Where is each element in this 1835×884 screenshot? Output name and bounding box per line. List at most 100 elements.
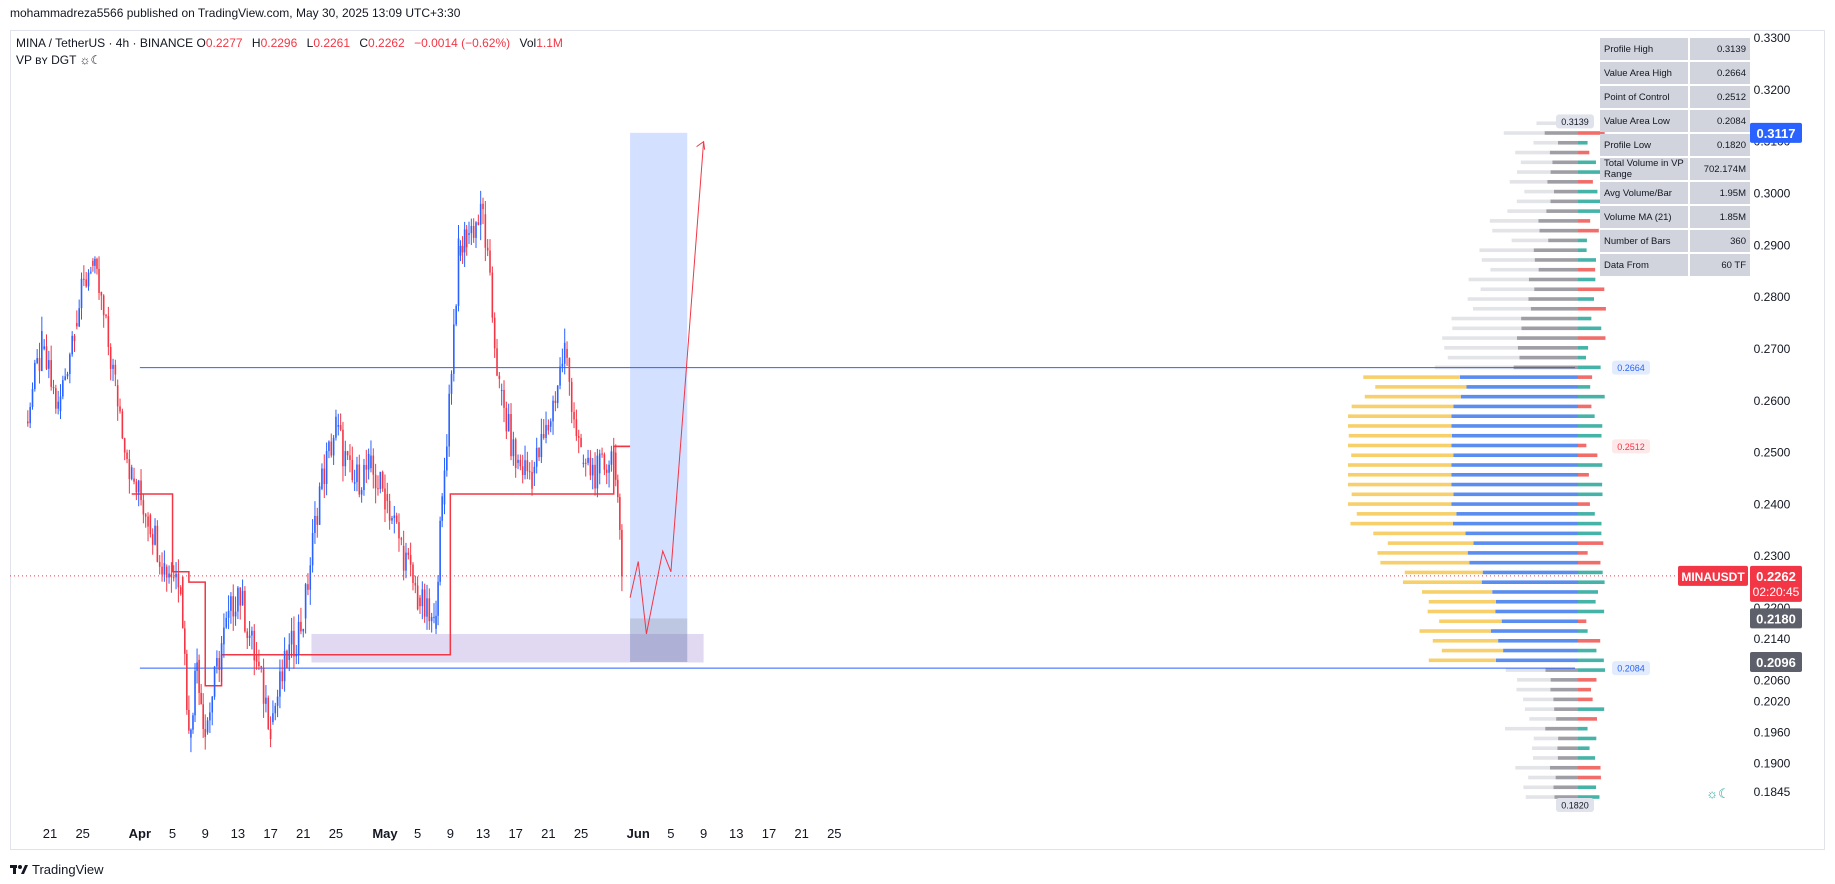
profile-delta-bar (1578, 512, 1595, 516)
y-axis-tick: 0.1845 (1754, 785, 1791, 799)
candle-body (244, 590, 246, 632)
candle-body (351, 459, 354, 481)
candle-body (69, 354, 71, 375)
candle-body (181, 576, 184, 629)
tradingview-brand-text: TradingView (32, 862, 104, 877)
profile-delta-bar (1578, 687, 1592, 692)
candle-body (400, 538, 403, 540)
candle-body (482, 203, 484, 210)
candle-body (78, 308, 80, 327)
stats-row: Profile High 0.3139 (1600, 38, 1750, 60)
profile-bar-buy (1533, 248, 1578, 252)
candle-body (479, 203, 482, 225)
profile-delta-bar (1578, 785, 1597, 790)
candle-body (140, 480, 142, 501)
candle-body (71, 335, 73, 355)
profile-low-label: 0.1820 (1561, 801, 1589, 811)
candle-body (200, 692, 202, 705)
profile-delta-bar (1578, 277, 1596, 282)
candle-body (365, 464, 368, 470)
stats-key: Number of Bars (1600, 230, 1688, 252)
candle-body (309, 565, 312, 590)
profile-bar-sell (1536, 121, 1560, 126)
candle-body (356, 464, 358, 483)
indicator-legend[interactable]: VP ʙʏ DGT ☼☾ (16, 53, 102, 67)
stats-value: 702.174M (1690, 158, 1750, 180)
symbol-name[interactable]: MINA / TetherUS · 4h · BINANCE (16, 36, 194, 50)
profile-bar-buy (1547, 180, 1578, 184)
profile-delta-bar (1578, 736, 1597, 741)
profile-bar-sell (1439, 619, 1502, 624)
profile-bar-sell (1387, 541, 1474, 545)
profile-bar-sell (1348, 443, 1452, 448)
candle-body (170, 573, 173, 578)
profile-bar-sell (1373, 531, 1466, 536)
candle-body (503, 389, 505, 408)
candle-body (142, 500, 145, 515)
candle-body (232, 596, 235, 617)
candle-body (156, 525, 159, 562)
candle-body (286, 650, 288, 669)
target-price-tag: 0.3117 (1756, 126, 1795, 141)
candle-body (116, 385, 119, 407)
y-axis-tick: 0.2900 (1754, 238, 1791, 252)
candle-body (190, 729, 192, 738)
candle-body (316, 515, 319, 525)
candle-body (342, 429, 344, 467)
profile-delta-bar (1578, 551, 1588, 555)
profile-bar-buy (1550, 199, 1578, 204)
demand-zone-box (311, 633, 704, 663)
profile-bar-sell (1524, 189, 1554, 194)
y-axis-tick: 0.2140 (1754, 632, 1791, 646)
profile-bar-sell (1348, 424, 1452, 428)
candle-body (177, 573, 180, 588)
stats-row: Number of Bars 360 (1600, 230, 1750, 252)
stats-key: Profile Low (1600, 134, 1688, 156)
entry-price-tag-bg (1750, 651, 1802, 672)
profile-bar-buy (1451, 443, 1578, 448)
high-label: H (251, 36, 261, 50)
profile-bar-sell (1421, 590, 1493, 594)
candle-body (344, 451, 347, 467)
profile-delta-bar (1578, 160, 1596, 165)
candle-body (446, 446, 448, 471)
profile-bar-sell (1428, 658, 1496, 663)
candle-body (507, 414, 510, 432)
candle-body (587, 457, 589, 463)
candle-body (272, 713, 274, 723)
candle-body (358, 464, 361, 495)
candle-body (566, 348, 568, 358)
profile-bar-buy (1516, 336, 1578, 340)
profile-bar-sell (1509, 180, 1548, 184)
candle-body (135, 481, 138, 493)
candle-body (535, 447, 538, 467)
profile-delta-bar (1578, 765, 1601, 770)
stats-key: Point of Control (1600, 86, 1688, 108)
profile-bar-buy (1451, 424, 1578, 428)
open-label: O (196, 36, 206, 50)
candle-body (360, 489, 363, 495)
profile-bar-sell (1525, 795, 1555, 799)
profile-bar-buy (1466, 385, 1578, 389)
candle-body (580, 437, 582, 447)
candle-body (552, 400, 554, 422)
candle-body (388, 500, 391, 521)
candle-body (83, 278, 85, 280)
profile-bar-buy (1453, 404, 1578, 409)
profile-bar-sell (1364, 394, 1461, 399)
tradingview-footer[interactable]: TradingView (10, 862, 104, 877)
profile-bar-buy (1558, 736, 1578, 741)
val-label: 0.2084 (1617, 664, 1645, 674)
profile-bar-buy (1549, 765, 1578, 770)
profile-bar-sell (1515, 765, 1550, 770)
profile-delta-bar (1578, 492, 1603, 497)
candle-body (414, 582, 417, 586)
stats-value: 1.85M (1690, 206, 1750, 228)
profile-bar-sell (1350, 521, 1453, 526)
candle-body (50, 360, 52, 387)
candle-body (519, 459, 522, 467)
candle-body (223, 627, 225, 645)
profile-bar-buy (1548, 238, 1578, 243)
profile-bar-buy (1490, 629, 1578, 633)
